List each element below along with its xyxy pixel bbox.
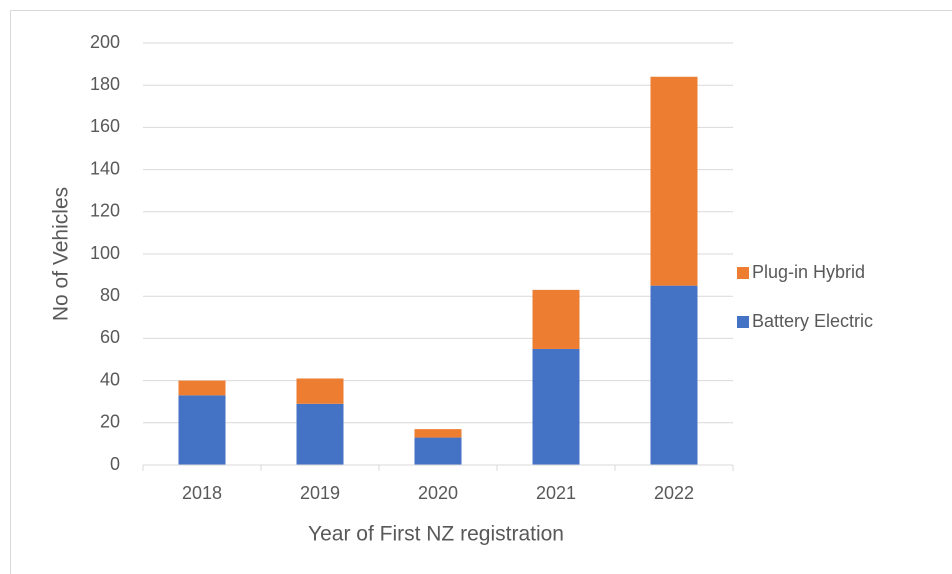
- bar-segment: [178, 380, 226, 396]
- y-tick-label: 20: [100, 412, 120, 432]
- y-tick-label: 80: [100, 285, 120, 305]
- x-axis-title: Year of First NZ registration: [308, 523, 564, 546]
- chart-border: [10, 10, 952, 574]
- bar-segment: [532, 348, 580, 465]
- y-tick-label: 100: [90, 243, 120, 263]
- bar-segment: [296, 378, 344, 404]
- y-tick-label: 180: [90, 74, 120, 94]
- x-tick-label: 2019: [300, 483, 340, 503]
- x-tick-label: 2018: [182, 483, 222, 503]
- y-tick-label: 60: [100, 327, 120, 347]
- y-tick-label: 140: [90, 158, 120, 178]
- y-tick-label: 0: [110, 454, 120, 474]
- y-axis-title: No of Vehicles: [50, 187, 73, 321]
- y-tick-label: 120: [90, 201, 120, 221]
- x-tick-label: 2022: [654, 483, 694, 503]
- bar-segment: [178, 395, 226, 465]
- x-tick-label: 2020: [418, 483, 458, 503]
- bar-segment: [532, 289, 580, 349]
- legend-label: Plug-in Hybrid: [752, 262, 865, 282]
- x-tick-label: 2021: [536, 483, 576, 503]
- bar-segment: [650, 76, 698, 286]
- bar-segment: [414, 437, 462, 465]
- legend-swatch: [737, 316, 749, 328]
- y-tick-label: 200: [90, 32, 120, 52]
- bar-segment: [296, 403, 344, 465]
- bar-segment: [414, 429, 462, 438]
- bar-segment: [650, 285, 698, 465]
- y-tick-label: 160: [90, 116, 120, 136]
- y-tick-label: 40: [100, 369, 120, 389]
- legend-label: Battery Electric: [752, 311, 873, 331]
- legend-swatch: [737, 267, 749, 279]
